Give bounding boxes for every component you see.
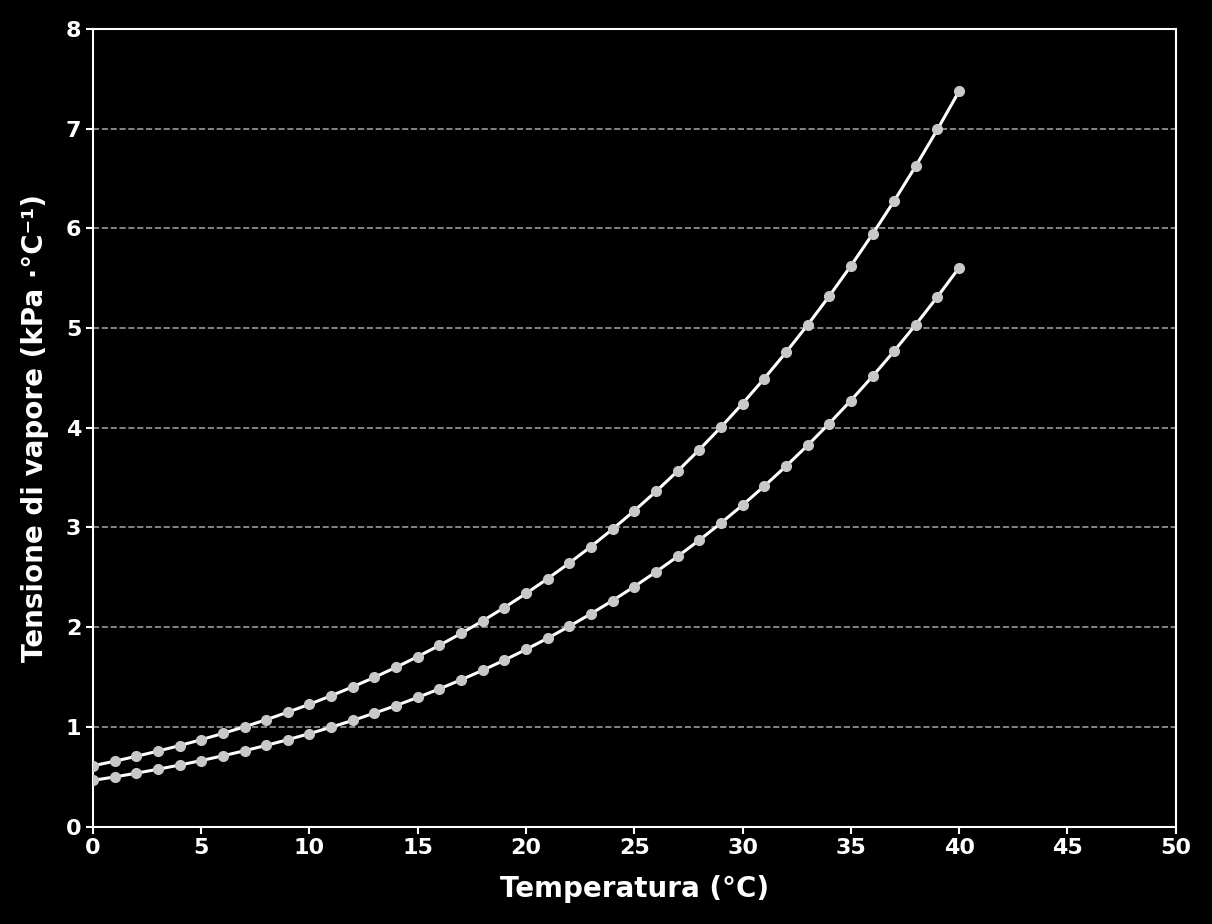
Y-axis label: Tensione di vapore (kPa ·°C⁻¹): Tensione di vapore (kPa ·°C⁻¹)	[21, 194, 48, 662]
X-axis label: Temperatura (°C): Temperatura (°C)	[499, 875, 768, 903]
